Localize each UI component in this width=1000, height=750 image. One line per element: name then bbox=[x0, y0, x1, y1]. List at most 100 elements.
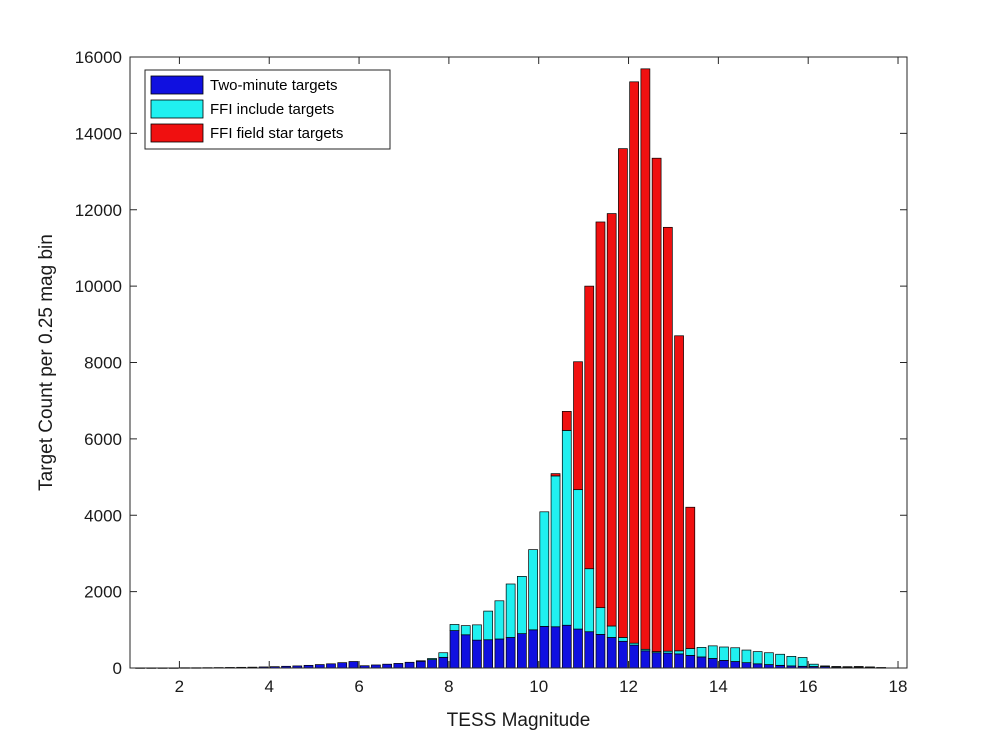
bar-two-minute-34 bbox=[517, 633, 527, 669]
bar-ffi-include-58 bbox=[786, 655, 797, 667]
bar-ffi-include-25 bbox=[415, 660, 426, 662]
bar-ffi-include-32 bbox=[494, 600, 505, 640]
bar-ffi-include-61 bbox=[820, 665, 830, 668]
bar-ffi-include-28 bbox=[449, 624, 460, 631]
bar-two-minute-28 bbox=[449, 630, 460, 669]
bar-two-minute-44 bbox=[629, 644, 639, 669]
legend-swatch-ffi-field-star bbox=[150, 123, 204, 143]
bar-two-minute-18 bbox=[337, 662, 348, 669]
bar-two-minute-33 bbox=[505, 637, 516, 669]
y-axis-ticks: 0 2000 4000 6000 8000 10000 12000 14000 16000 bbox=[75, 48, 907, 678]
x-tick-label-8: 18 bbox=[889, 677, 908, 696]
y-tick-label-2: 4000 bbox=[84, 506, 122, 525]
y-tick-label-4: 8000 bbox=[84, 354, 122, 373]
x-tick-label-1: 4 bbox=[264, 677, 273, 696]
bar-ffi-include-26 bbox=[427, 658, 437, 660]
bar-ffi-include-57 bbox=[775, 653, 785, 666]
bar-two-minute-52 bbox=[719, 660, 729, 669]
bar-ffi-include-52 bbox=[719, 646, 729, 661]
bar-ffi-include-30 bbox=[472, 624, 482, 641]
bar-two-minute-16 bbox=[314, 664, 325, 669]
bar-ffi-include-41 bbox=[595, 607, 606, 635]
bar-two-minute-54 bbox=[741, 662, 752, 669]
bar-two-minute-56 bbox=[764, 664, 774, 669]
bar-two-minute-25 bbox=[415, 660, 426, 669]
legend-label-ffi-field-star: FFI field star targets bbox=[210, 125, 343, 142]
bar-two-minute-46 bbox=[651, 652, 662, 669]
x-axis-ticks: 2 4 6 8 10 12 14 16 18 bbox=[175, 57, 908, 696]
x-tick-label-6: 14 bbox=[709, 677, 728, 696]
bar-ffi-include-53 bbox=[730, 647, 741, 662]
bar-two-minute-36 bbox=[539, 626, 550, 669]
y-tick-label-6: 12000 bbox=[75, 201, 122, 220]
bar-ffi-include-37 bbox=[550, 475, 561, 628]
bar-ffi-include-35 bbox=[528, 549, 538, 631]
bar-two-minute-37 bbox=[550, 626, 561, 669]
x-tick-label-7: 16 bbox=[799, 677, 818, 696]
bar-ffi-include-31 bbox=[483, 610, 494, 641]
bar-two-minute-31 bbox=[483, 639, 494, 669]
bar-two-minute-38 bbox=[561, 624, 572, 669]
bar-ffi-field-star-41 bbox=[595, 221, 606, 609]
bar-two-minute-22 bbox=[382, 663, 392, 669]
bar-two-minute-48 bbox=[674, 653, 684, 669]
y-tick-label-8: 16000 bbox=[75, 48, 122, 67]
bar-ffi-include-48 bbox=[674, 650, 684, 655]
legend-label-ffi-include: FFI include targets bbox=[210, 101, 334, 118]
bar-two-minute-47 bbox=[662, 652, 673, 669]
bar-ffi-include-56 bbox=[764, 652, 774, 665]
bars-layer bbox=[135, 68, 887, 669]
bar-two-minute-50 bbox=[696, 656, 707, 669]
bar-two-minute-26 bbox=[427, 659, 437, 669]
bar-ffi-field-star-38 bbox=[561, 411, 572, 431]
bar-ffi-include-64 bbox=[853, 666, 864, 668]
bar-ffi-include-62 bbox=[831, 666, 842, 668]
bar-two-minute-40 bbox=[584, 631, 595, 669]
bar-ffi-field-star-40 bbox=[584, 285, 595, 570]
bar-ffi-include-39 bbox=[573, 489, 583, 630]
y-tick-label-0: 0 bbox=[113, 659, 122, 678]
bar-ffi-include-42 bbox=[606, 625, 617, 638]
bar-ffi-field-star-49 bbox=[685, 506, 696, 649]
bar-ffi-include-27 bbox=[438, 652, 449, 658]
bar-ffi-include-38 bbox=[561, 430, 572, 626]
plot-area bbox=[130, 57, 907, 668]
bar-two-minute-17 bbox=[326, 663, 336, 669]
bar-ffi-include-49 bbox=[685, 648, 696, 656]
bar-ffi-include-63 bbox=[842, 666, 853, 668]
bar-ffi-include-50 bbox=[696, 647, 707, 658]
bar-ffi-include-59 bbox=[797, 657, 808, 667]
bar-two-minute-55 bbox=[752, 663, 763, 669]
legend-label-two-minute: Two-minute targets bbox=[210, 77, 338, 94]
bar-ffi-include-55 bbox=[752, 651, 763, 665]
legend: Two-minute targets FFI include targets F… bbox=[144, 69, 391, 150]
bar-ffi-field-star-39 bbox=[573, 361, 583, 491]
bar-ffi-field-star-48 bbox=[674, 335, 684, 652]
bar-ffi-include-29 bbox=[460, 625, 471, 636]
bar-ffi-field-star-47 bbox=[662, 226, 673, 652]
bar-ffi-field-star-43 bbox=[618, 148, 628, 638]
bar-ffi-field-star-44 bbox=[629, 81, 639, 644]
x-axis-label: TESS Magnitude bbox=[447, 710, 591, 731]
y-axis-label: Target Count per 0.25 mag bin bbox=[36, 234, 57, 491]
bar-ffi-include-65 bbox=[865, 666, 875, 668]
bar-ffi-field-star-46 bbox=[651, 157, 662, 652]
bar-two-minute-24 bbox=[404, 661, 415, 669]
bar-two-minute-19 bbox=[348, 661, 359, 669]
bar-ffi-field-star-45 bbox=[640, 68, 651, 650]
x-tick-label-2: 6 bbox=[354, 677, 363, 696]
bar-ffi-include-54 bbox=[741, 649, 752, 663]
bar-ffi-include-34 bbox=[517, 575, 527, 634]
y-tick-label-3: 6000 bbox=[84, 430, 122, 449]
bar-ffi-include-36 bbox=[539, 511, 550, 627]
bar-two-minute-23 bbox=[393, 663, 404, 669]
bar-two-minute-30 bbox=[472, 639, 482, 669]
y-tick-label-7: 14000 bbox=[75, 124, 122, 143]
x-tick-label-5: 12 bbox=[619, 677, 638, 696]
bar-two-minute-39 bbox=[573, 628, 583, 669]
bar-ffi-include-40 bbox=[584, 568, 595, 633]
bar-two-minute-42 bbox=[606, 637, 617, 669]
bar-ffi-include-60 bbox=[808, 663, 819, 667]
bar-two-minute-43 bbox=[618, 640, 628, 669]
bar-ffi-field-star-37 bbox=[550, 473, 561, 477]
